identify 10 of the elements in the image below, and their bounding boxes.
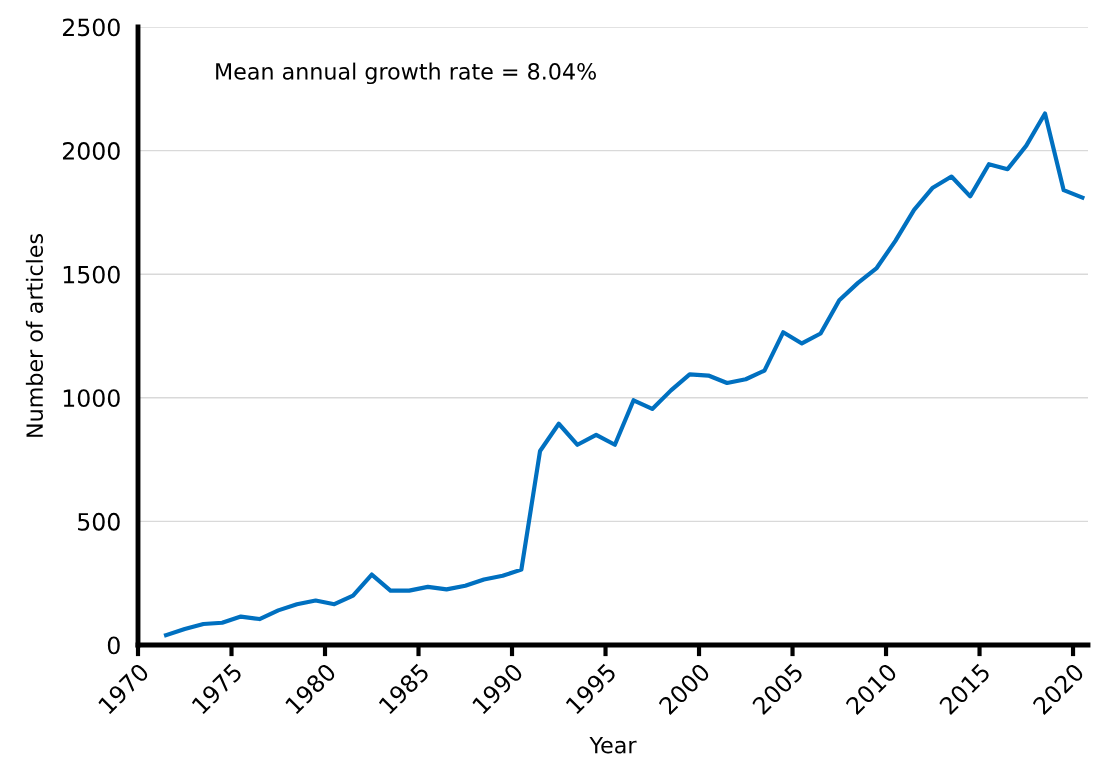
y-tick-label: 2500 [62, 18, 120, 37]
y-tick-label: 0 [107, 636, 120, 655]
annotation: Mean annual growth rate = 8.04% [216, 62, 596, 85]
y-tick-label: 1500 [63, 265, 120, 284]
y-tick-label: 1000 [63, 389, 120, 408]
y-tick-label: 2000 [62, 142, 120, 160]
y-axis-title: Number of articles [25, 234, 44, 437]
x-axis-title: Year [589, 736, 637, 754]
line-series [163, 111, 1085, 638]
y-tick-label: 500 [78, 512, 120, 531]
